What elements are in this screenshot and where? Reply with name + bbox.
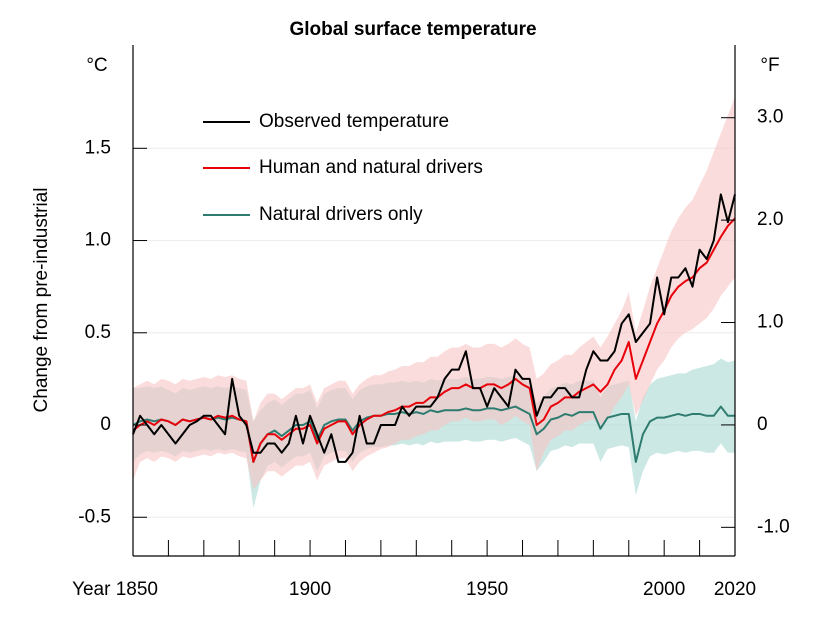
y-tick-label: 0	[100, 414, 111, 435]
y2-tick-label: 1.0	[757, 312, 783, 333]
y2-tick-label: 3.0	[757, 107, 783, 128]
x-tick-label: 2020	[714, 579, 756, 600]
y-tick-label: 1.5	[85, 137, 111, 158]
y2-tick-label: 2.0	[757, 209, 783, 230]
uncertainty-band	[133, 96, 735, 490]
y-tick-label: -0.5	[78, 506, 111, 527]
x-tick-label: Year 1850	[72, 579, 158, 600]
legend-label: Observed temperature	[259, 111, 449, 132]
x-tick-label: 2000	[643, 579, 685, 600]
y-tick-label: 1.0	[85, 230, 111, 251]
chart-title: Global surface temperature	[289, 19, 536, 40]
series-line	[132, 217, 736, 463]
series-line	[132, 405, 735, 463]
y2-unit: °F	[760, 55, 779, 76]
y-unit: °C	[86, 55, 107, 76]
y2-tick-label: 0	[757, 414, 768, 435]
legend-label: Human and natural drivers	[259, 157, 483, 178]
y-axis-label: Change from pre-industrial	[31, 188, 52, 413]
x-tick-label: 1900	[289, 579, 331, 600]
legend-label: Natural drivers only	[259, 204, 423, 225]
x-tick-label: 1950	[466, 579, 508, 600]
series-line	[132, 193, 736, 463]
y-tick-label: 0.5	[85, 322, 111, 343]
y2-tick-label: -1.0	[757, 516, 790, 537]
